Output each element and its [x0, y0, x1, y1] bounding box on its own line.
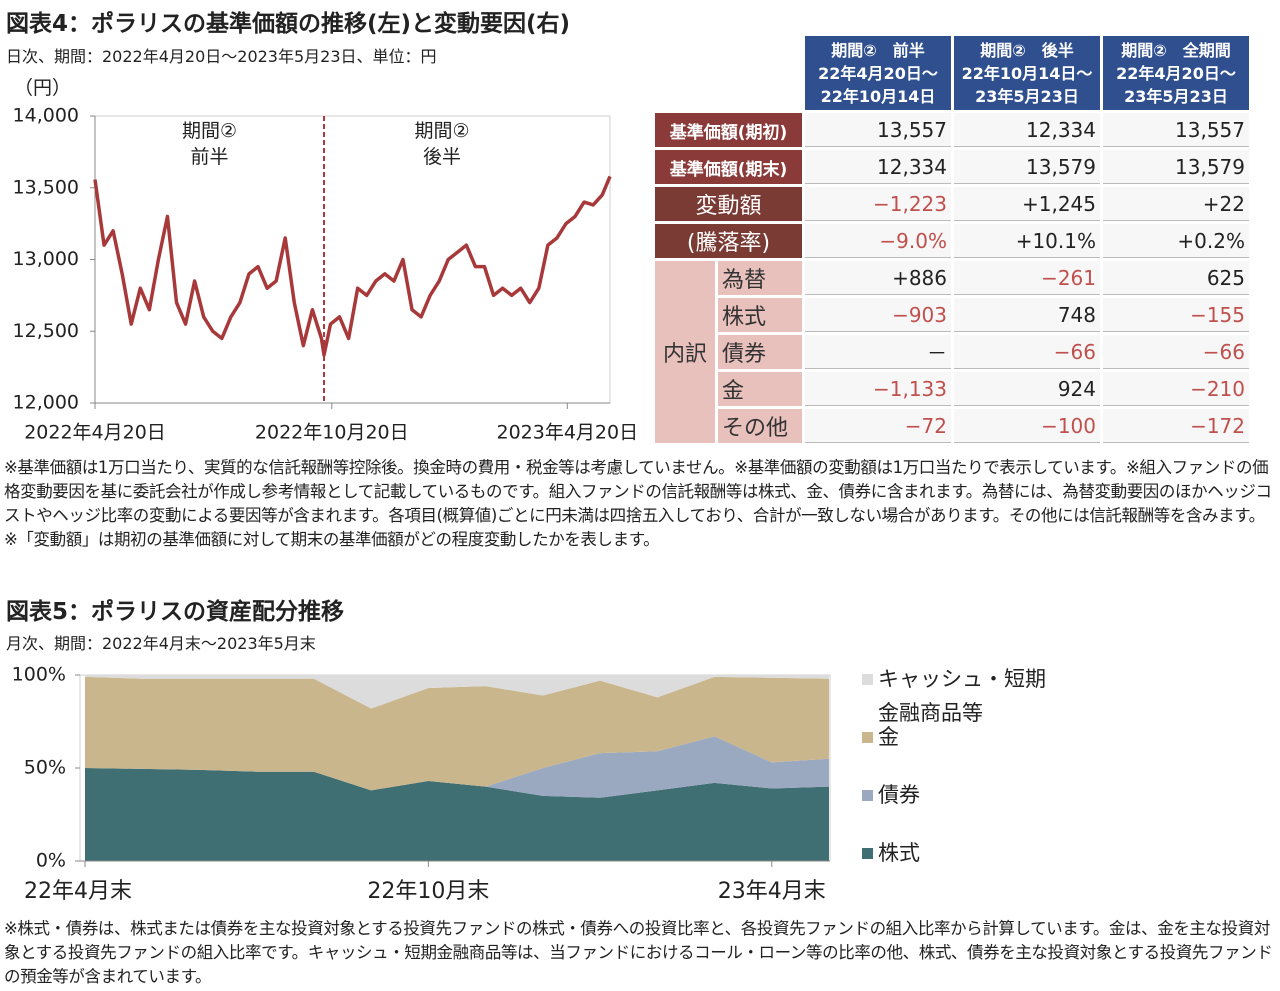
cell: −1,223	[805, 187, 951, 221]
x-tick-label: 22年10月末	[367, 879, 489, 904]
cell: 13,579	[954, 150, 1100, 184]
row-label: 債券	[718, 335, 802, 369]
cell: +886	[805, 261, 951, 295]
chart-subtitle: 月次、期間：2022年4月末～2023年5月末	[6, 634, 316, 653]
cell: 625	[1103, 261, 1249, 295]
cell: −172	[1103, 409, 1249, 443]
cell: 13,557	[805, 113, 951, 147]
legend-swatch	[862, 674, 873, 685]
annotation: 期間② 後半	[414, 120, 470, 168]
area-series	[85, 676, 829, 791]
legend-label: キャッシュ・短期 金融商品等	[878, 667, 1046, 725]
x-tick-label: 2023年4月20日	[496, 422, 638, 444]
area-series	[85, 736, 829, 798]
row: 変動額 −1,223 +1,245 +22	[655, 187, 1249, 221]
legend-item: 株式	[862, 836, 920, 870]
cell: 13,579	[1103, 150, 1249, 184]
row-label: 基準価額(期初)	[655, 113, 802, 147]
column-header: 期間② 全期間 22年4月20日～ 23年5月23日	[1103, 36, 1249, 110]
row-label: その他	[718, 409, 802, 443]
legend-swatch	[862, 848, 873, 859]
cell: 12,334	[805, 150, 951, 184]
legend-item: 債券	[862, 778, 920, 812]
cell: −261	[954, 261, 1100, 295]
chart-subtitle: 日次、期間：2022年4月20日～2023年5月23日、単位：円	[6, 47, 437, 66]
cell: −155	[1103, 298, 1249, 332]
y-tick-label: 0%	[36, 850, 66, 872]
cell: −9.0%	[805, 224, 951, 258]
row: 基準価額(期末) 12,334 13,579 13,579	[655, 150, 1249, 184]
row: 金 −1,133 924 −210	[655, 372, 1249, 406]
y-tick-label: 12,500	[13, 320, 79, 342]
legend-item: キャッシュ・短期 金融商品等	[862, 662, 1046, 730]
y-tick-label: 13,000	[13, 248, 79, 270]
line-series	[93, 175, 612, 357]
legend-swatch	[862, 790, 873, 801]
y-axis-label: （円）	[14, 77, 72, 99]
cell: +1,245	[954, 187, 1100, 221]
x-tick-label: 22年4月末	[24, 879, 132, 904]
row-label: 金	[718, 372, 802, 406]
row: (騰落率) −9.0% +10.1% +0.2%	[655, 224, 1249, 258]
cell: −100	[954, 409, 1100, 443]
note: ※株式・債券は、株式または債券を主な投資対象とする投資先ファンドの株式・債券への…	[4, 919, 1273, 986]
annotation: 期間② 前半	[181, 120, 238, 168]
cell: −210	[1103, 372, 1249, 406]
cell: −1,133	[805, 372, 951, 406]
header-row: 期間② 前半 22年4月20日～ 22年10月14日 期間② 後半 22年10月1…	[655, 36, 1249, 110]
y-tick-label: 50%	[24, 757, 66, 779]
y-tick-label: 13,500	[13, 176, 79, 198]
legend-label: 債券	[878, 783, 920, 807]
legend-label: 株式	[878, 841, 920, 865]
blank	[655, 36, 802, 110]
x-tick-label: 23年4月末	[718, 879, 826, 904]
table: 期間② 前半 22年4月20日～ 22年10月14日 期間② 後半 22年10月1…	[652, 33, 1252, 446]
cell: 12,334	[954, 113, 1100, 147]
cell: +10.1%	[954, 224, 1100, 258]
y-tick-label: 100%	[12, 664, 66, 686]
group-label: 内訳	[655, 261, 715, 443]
x-tick-label: 2022年10月20日	[255, 422, 409, 444]
y-tick-label: 14,000	[13, 105, 79, 127]
legend-item: 金	[862, 720, 899, 754]
area-series	[85, 768, 829, 861]
row: その他 −72 −100 −172	[655, 409, 1249, 443]
cell: +0.2%	[1103, 224, 1249, 258]
row: 基準価額(期初) 13,557 12,334 13,557	[655, 113, 1249, 147]
cell: −72	[805, 409, 951, 443]
row: 内訳 為替 +886 −261 625	[655, 261, 1249, 443]
cell: −66	[954, 335, 1100, 369]
cell: 13,557	[1103, 113, 1249, 147]
row: 株式 −903 748 −155	[655, 298, 1249, 332]
row-label: 株式	[718, 298, 802, 332]
cell: 924	[954, 372, 1100, 406]
legend-swatch	[862, 732, 873, 743]
cell: +22	[1103, 187, 1249, 221]
row-label: 変動額	[655, 187, 802, 221]
cell: 748	[954, 298, 1100, 332]
cell: －	[805, 335, 951, 369]
area-series	[85, 675, 829, 709]
x-tick-label: 2022年4月20日	[24, 422, 166, 444]
cell: −903	[805, 298, 951, 332]
row-label: 為替	[718, 261, 802, 295]
column-header: 期間② 前半 22年4月20日～ 22年10月14日	[805, 36, 951, 110]
chart-title: 図表4：ポラリスの基準価額の推移(左)と変動要因(右)	[6, 11, 571, 37]
note: ※基準価額は1万口当たり、実質的な信託報酬等控除後。換金時の費用・税金等は考慮し…	[4, 458, 1272, 549]
row-label: (騰落率)	[655, 224, 802, 258]
row-label: 基準価額(期末)	[655, 150, 802, 184]
chart-title: 図表5：ポラリスの資産配分推移	[6, 599, 345, 625]
legend-label: 金	[878, 725, 899, 749]
row: 債券－ −66 −66	[655, 335, 1249, 369]
column-header: 期間② 後半 22年10月14日～ 23年5月23日	[954, 36, 1100, 110]
cell: −66	[1103, 335, 1249, 369]
y-tick-label: 12,000	[13, 392, 79, 414]
